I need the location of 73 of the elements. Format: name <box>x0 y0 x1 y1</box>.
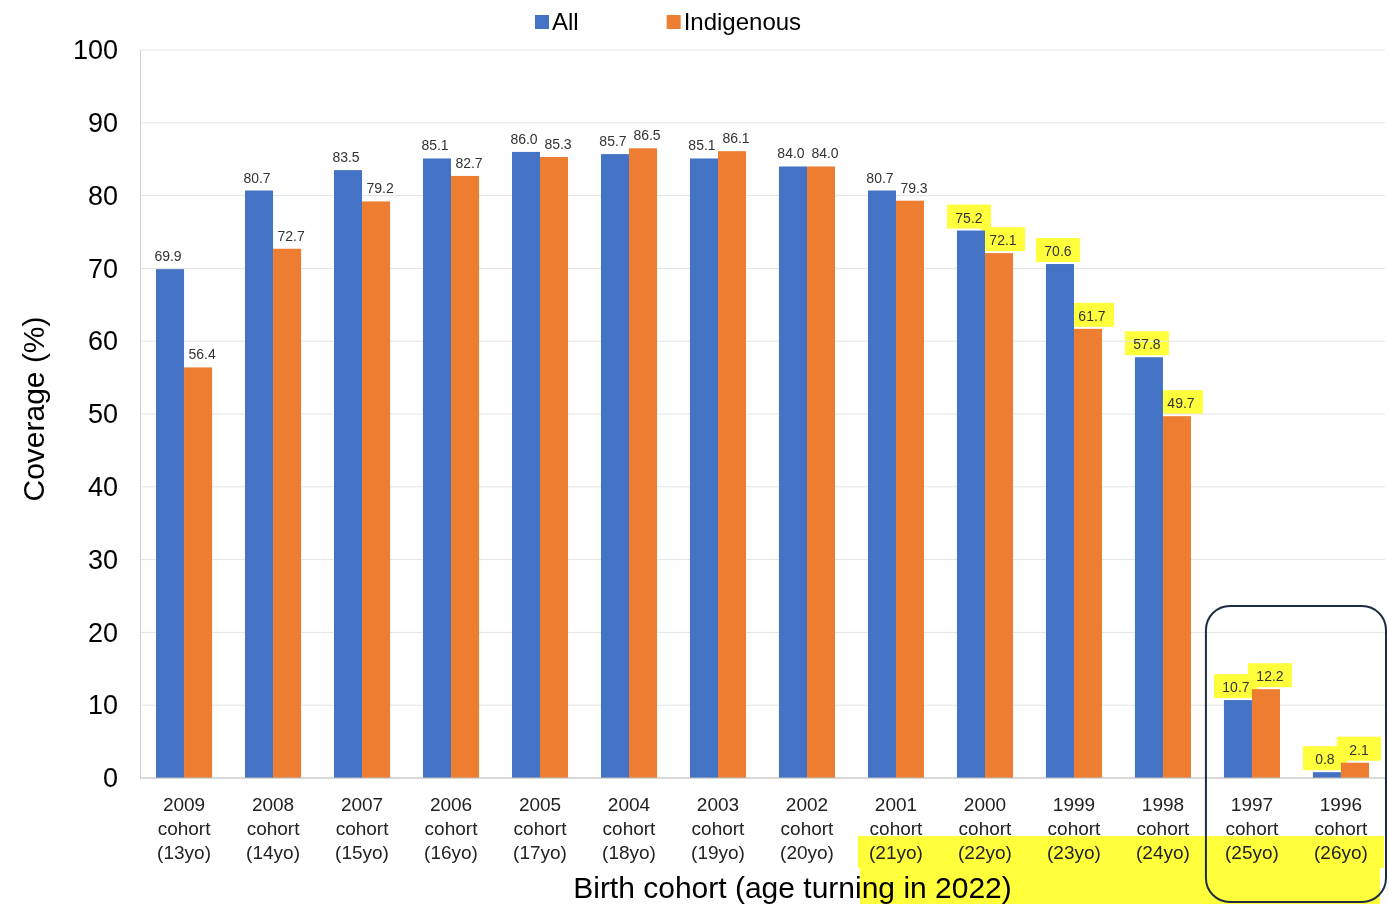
x-tick-label: 2004 cohort (18yo) <box>602 794 657 863</box>
bar <box>423 158 452 778</box>
bar <box>778 166 807 778</box>
data-label: 83.5 <box>332 149 360 166</box>
x-tick-label: 1996 cohort (26yo) <box>1314 794 1369 863</box>
data-label: 85.7 <box>599 133 627 150</box>
y-tick-label: 0 <box>102 763 118 794</box>
data-label: 85.1 <box>688 137 716 154</box>
x-tick-label: 2008 cohort (14yo) <box>246 794 301 863</box>
data-label: 86.0 <box>510 130 538 147</box>
data-label: 86.1 <box>722 130 750 147</box>
data-label: 12.2 <box>1256 668 1284 685</box>
data-label: 82.7 <box>455 154 483 171</box>
data-label: 84.0 <box>811 145 839 162</box>
x-tick-label: 1998 cohort (24yo) <box>1136 794 1191 863</box>
x-tick-label: 1997 cohort (25yo) <box>1225 794 1280 863</box>
x-tick-label: 2002 cohort (20yo) <box>780 794 835 863</box>
data-label: 72.7 <box>277 227 305 244</box>
x-tick-label: 2003 cohort (19yo) <box>691 794 746 863</box>
x-tick-label: 2009 cohort (13yo) <box>157 794 212 863</box>
x-tick-label: 2005 cohort (17yo) <box>513 794 568 863</box>
data-label: 70.6 <box>1044 243 1072 260</box>
data-label: 2.1 <box>1349 741 1369 758</box>
x-tick-label: 2000 cohort (22yo) <box>958 794 1013 863</box>
data-label: 75.2 <box>955 209 983 226</box>
data-label: 56.4 <box>188 346 216 363</box>
bar <box>334 170 363 778</box>
bar <box>540 157 569 778</box>
x-tick-label: 2001 cohort (21yo) <box>869 794 924 863</box>
data-label: 80.7 <box>243 169 271 186</box>
x-tick-label: 1999 cohort (23yo) <box>1047 794 1102 863</box>
y-tick-label: 50 <box>87 399 118 430</box>
y-tick-label: 100 <box>72 35 118 66</box>
legend-label: All <box>552 8 579 35</box>
bar <box>245 190 274 778</box>
y-tick-label: 70 <box>87 253 118 284</box>
data-label: 0.8 <box>1315 751 1335 768</box>
data-label: 85.1 <box>421 137 449 154</box>
data-label: 84.0 <box>777 145 805 162</box>
data-label: 79.3 <box>900 179 928 196</box>
bar <box>807 166 836 778</box>
bar <box>867 190 896 778</box>
data-label: 80.7 <box>866 169 894 186</box>
y-tick-label: 10 <box>87 690 118 721</box>
y-tick-label: 30 <box>87 544 118 575</box>
data-label: 85.3 <box>544 136 572 153</box>
y-tick-label: 20 <box>87 617 118 648</box>
bar <box>273 248 302 778</box>
data-label: 69.9 <box>154 248 182 265</box>
data-label: 49.7 <box>1167 395 1195 412</box>
x-tick-label: 2006 cohort (16yo) <box>424 794 479 863</box>
y-tick-label: 40 <box>87 471 118 502</box>
bar <box>511 151 541 778</box>
data-label: 86.5 <box>633 127 661 144</box>
bar <box>629 148 658 778</box>
bar <box>156 269 185 778</box>
bar <box>718 151 747 778</box>
bar <box>184 367 213 778</box>
y-tick-label: 60 <box>87 326 118 357</box>
bar <box>451 175 480 778</box>
y-tick-label: 80 <box>87 180 118 211</box>
bar <box>600 154 630 778</box>
legend-label: Indigenous <box>683 8 802 35</box>
bar <box>689 158 718 778</box>
data-label: 79.2 <box>366 180 394 197</box>
x-tick-label: 2007 cohort (15yo) <box>335 794 390 863</box>
bar <box>362 201 391 778</box>
bar <box>895 200 925 778</box>
data-label: 72.1 <box>989 232 1017 249</box>
y-tick-label: 90 <box>87 107 118 138</box>
y-axis-title: Coverage (%) <box>17 316 50 502</box>
data-label: 10.7 <box>1222 679 1250 696</box>
data-label: 61.7 <box>1078 307 1106 324</box>
